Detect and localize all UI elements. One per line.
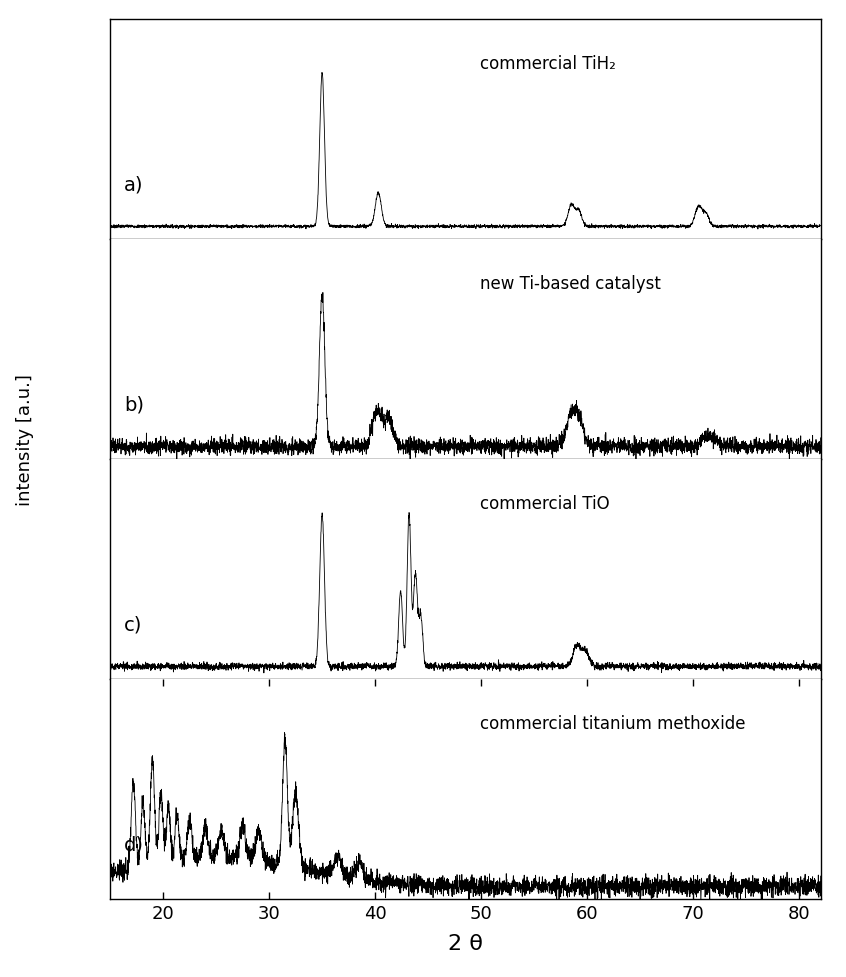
Text: intensity [a.u.]: intensity [a.u.]	[16, 374, 35, 505]
Text: c): c)	[124, 615, 143, 633]
X-axis label: 2 θ: 2 θ	[448, 933, 483, 953]
Text: d): d)	[124, 834, 144, 853]
Text: commercial titanium methoxide: commercial titanium methoxide	[480, 714, 745, 732]
Text: a): a)	[124, 175, 144, 193]
Text: commercial TiH₂: commercial TiH₂	[480, 55, 615, 72]
Text: commercial TiO: commercial TiO	[480, 494, 609, 512]
Text: new Ti-based catalyst: new Ti-based catalyst	[480, 275, 661, 292]
Text: b): b)	[124, 395, 144, 413]
